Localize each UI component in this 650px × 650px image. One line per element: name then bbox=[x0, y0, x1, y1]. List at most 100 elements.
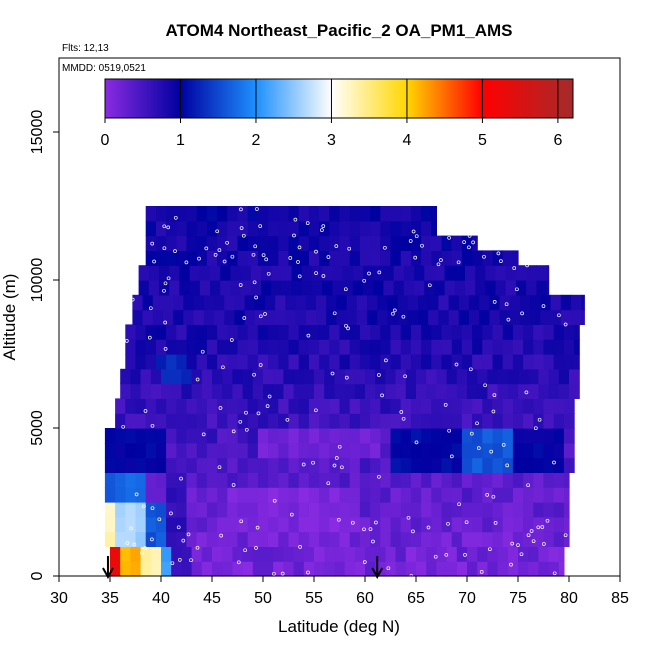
heatmap-cell bbox=[359, 398, 371, 414]
heatmap-cell bbox=[278, 502, 290, 518]
heatmap-cell bbox=[403, 265, 415, 281]
heatmap-cell bbox=[560, 294, 572, 311]
observation-marker bbox=[297, 274, 302, 279]
heatmap-cell bbox=[186, 398, 198, 414]
heatmap-cell bbox=[454, 265, 466, 281]
heatmap-cell bbox=[482, 442, 494, 459]
heatmap-cell bbox=[380, 472, 392, 488]
observation-marker bbox=[377, 373, 381, 377]
heatmap-cell bbox=[458, 294, 470, 311]
heatmap-cell bbox=[370, 398, 381, 414]
heatmap-cell bbox=[390, 324, 402, 340]
heatmap-cell bbox=[472, 472, 483, 488]
observation-marker bbox=[383, 245, 387, 250]
heatmap-cell bbox=[263, 368, 274, 385]
heatmap-cell bbox=[339, 502, 351, 518]
heatmap-cell bbox=[278, 487, 290, 503]
heatmap-cell bbox=[257, 487, 269, 503]
heatmap-cell bbox=[546, 265, 550, 281]
heatmap-cell bbox=[125, 324, 137, 340]
observation-marker bbox=[536, 525, 541, 530]
heatmap-cell bbox=[104, 457, 116, 473]
heatmap-cell bbox=[451, 235, 463, 251]
heatmap-cell bbox=[298, 339, 310, 355]
heatmap-cell bbox=[298, 428, 310, 444]
heatmap-cell bbox=[120, 383, 131, 399]
observation-marker bbox=[204, 246, 209, 251]
heatmap-cell bbox=[283, 383, 295, 399]
heatmap-cell bbox=[421, 457, 432, 473]
heatmap-cell bbox=[316, 294, 327, 311]
heatmap-cell bbox=[446, 368, 458, 385]
observation-marker bbox=[252, 372, 256, 377]
heatmap-cell bbox=[319, 398, 330, 414]
x-tick-label: 60 bbox=[356, 590, 374, 607]
x-tick-label: 40 bbox=[152, 590, 170, 607]
heatmap-cell bbox=[145, 442, 157, 459]
heatmap-cell bbox=[410, 428, 422, 444]
heatmap-cell bbox=[339, 457, 351, 473]
heatmap-cell bbox=[482, 398, 494, 414]
observation-marker bbox=[254, 546, 258, 550]
observation-marker bbox=[540, 525, 545, 529]
heatmap-cell bbox=[370, 428, 381, 444]
heatmap-cell bbox=[135, 428, 147, 444]
heatmap-cell bbox=[115, 398, 126, 414]
heatmap-cell bbox=[553, 324, 565, 340]
heatmap-cell bbox=[268, 220, 279, 237]
x-tick-label: 75 bbox=[509, 590, 527, 607]
heatmap-cell bbox=[477, 383, 488, 399]
observation-marker bbox=[258, 224, 263, 228]
heatmap-cell bbox=[329, 235, 341, 251]
heatmap-cell bbox=[181, 383, 193, 399]
heatmap-cell bbox=[145, 472, 157, 488]
heatmap-cell bbox=[247, 516, 259, 533]
observation-marker bbox=[265, 404, 270, 408]
heatmap-cell bbox=[530, 309, 541, 325]
heatmap-cell bbox=[359, 516, 371, 533]
heatmap-cell bbox=[359, 250, 371, 266]
observation-marker bbox=[166, 225, 171, 230]
heatmap-cell bbox=[336, 294, 348, 311]
heatmap-cell bbox=[308, 339, 320, 355]
heatmap-cell bbox=[543, 354, 555, 370]
observation-marker bbox=[384, 358, 388, 363]
heatmap-cell bbox=[349, 398, 361, 414]
heatmap-cell bbox=[125, 516, 137, 533]
observation-marker bbox=[219, 533, 223, 538]
heatmap-cell bbox=[196, 428, 208, 444]
heatmap-cell bbox=[446, 546, 458, 562]
heatmap-cell bbox=[283, 561, 295, 577]
observation-marker bbox=[148, 306, 153, 311]
observation-marker bbox=[476, 446, 481, 450]
observation-marker bbox=[413, 255, 418, 260]
heatmap-cell bbox=[359, 235, 371, 251]
heatmap-cell bbox=[349, 250, 361, 266]
heatmap-cell bbox=[171, 368, 182, 385]
heatmap-cell bbox=[502, 339, 514, 355]
observation-marker bbox=[222, 259, 227, 264]
heatmap-cell bbox=[278, 250, 290, 266]
heatmap-cell bbox=[155, 516, 167, 533]
heatmap-cell bbox=[271, 265, 282, 281]
observation-marker bbox=[236, 560, 241, 565]
heatmap-cell bbox=[383, 265, 395, 281]
observation-marker bbox=[238, 419, 243, 424]
observation-marker bbox=[173, 249, 177, 253]
x-axis: 30 35 40 45 50 55 60 65 70 75 80 85 bbox=[50, 576, 629, 607]
heatmap-cell bbox=[461, 472, 473, 488]
heatmap-cell bbox=[373, 280, 384, 296]
heatmap-cell bbox=[492, 413, 504, 429]
heatmap-cell bbox=[227, 398, 239, 414]
heatmap-cell bbox=[222, 383, 233, 399]
observation-marker bbox=[326, 255, 331, 259]
heatmap-cell bbox=[523, 428, 534, 444]
heatmap-cell bbox=[288, 516, 300, 533]
heatmap-cell bbox=[166, 442, 177, 459]
heatmap-cell bbox=[298, 235, 310, 251]
heatmap-cell bbox=[145, 398, 157, 414]
heatmap-cell bbox=[512, 354, 524, 370]
heatmap-cell bbox=[538, 561, 550, 577]
heatmap-cell bbox=[332, 265, 344, 281]
heatmap-cell bbox=[196, 487, 208, 503]
